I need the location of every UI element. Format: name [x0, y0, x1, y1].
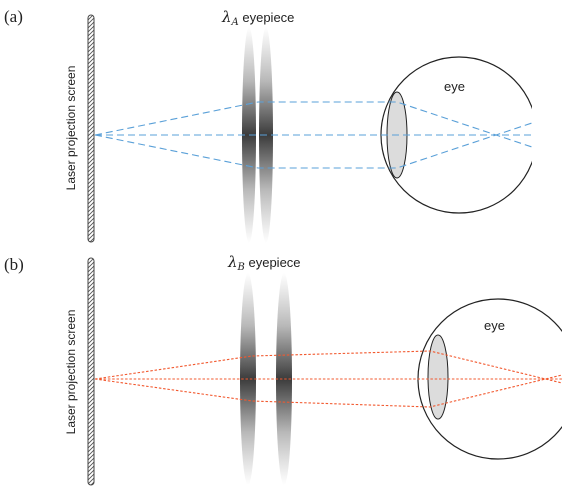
panel-a: (a) Laser projection screen λA eyepiece … [4, 7, 533, 243]
panel-a-lens-text: eyepiece [239, 10, 295, 25]
panel-b-tag: (b) [4, 255, 24, 274]
panel-a-lens-subscript: A [231, 17, 239, 28]
panel-a-ray-lower [94, 122, 533, 169]
panel-b-ray-lower [94, 374, 562, 408]
panel-b-eyepiece-label: λB eyepiece [227, 253, 301, 273]
panel-b-eye-label: eye [484, 318, 505, 333]
panel-b-lens-subscript: B [237, 262, 245, 273]
panel-b-ray-upper [94, 350, 562, 384]
panel-a-lens-symbol: λ [221, 8, 232, 26]
panel-a-tag: (a) [4, 7, 23, 26]
panel-b-lens-2 [276, 273, 292, 485]
panel-a-projection-screen [87, 14, 95, 243]
panel-a-screen-label: Laser projection screen [64, 66, 78, 191]
panel-b-lens-symbol: λ [227, 253, 238, 271]
panel-b: (b) Laser projection screen λB eyepiece … [4, 253, 562, 486]
panel-b-screen-label: Laser projection screen [64, 310, 78, 435]
panel-a-eye-label: eye [444, 79, 465, 94]
panel-a-ray-upper [94, 101, 533, 148]
panel-b-lens-text: eyepiece [245, 255, 301, 270]
panel-a-eyepiece-label: λA eyepiece [221, 8, 294, 28]
panel-b-eye-lens [427, 334, 449, 420]
panel-a-rays [94, 101, 533, 169]
panel-b-rays [94, 350, 562, 408]
panel-b-projection-screen [87, 257, 95, 486]
